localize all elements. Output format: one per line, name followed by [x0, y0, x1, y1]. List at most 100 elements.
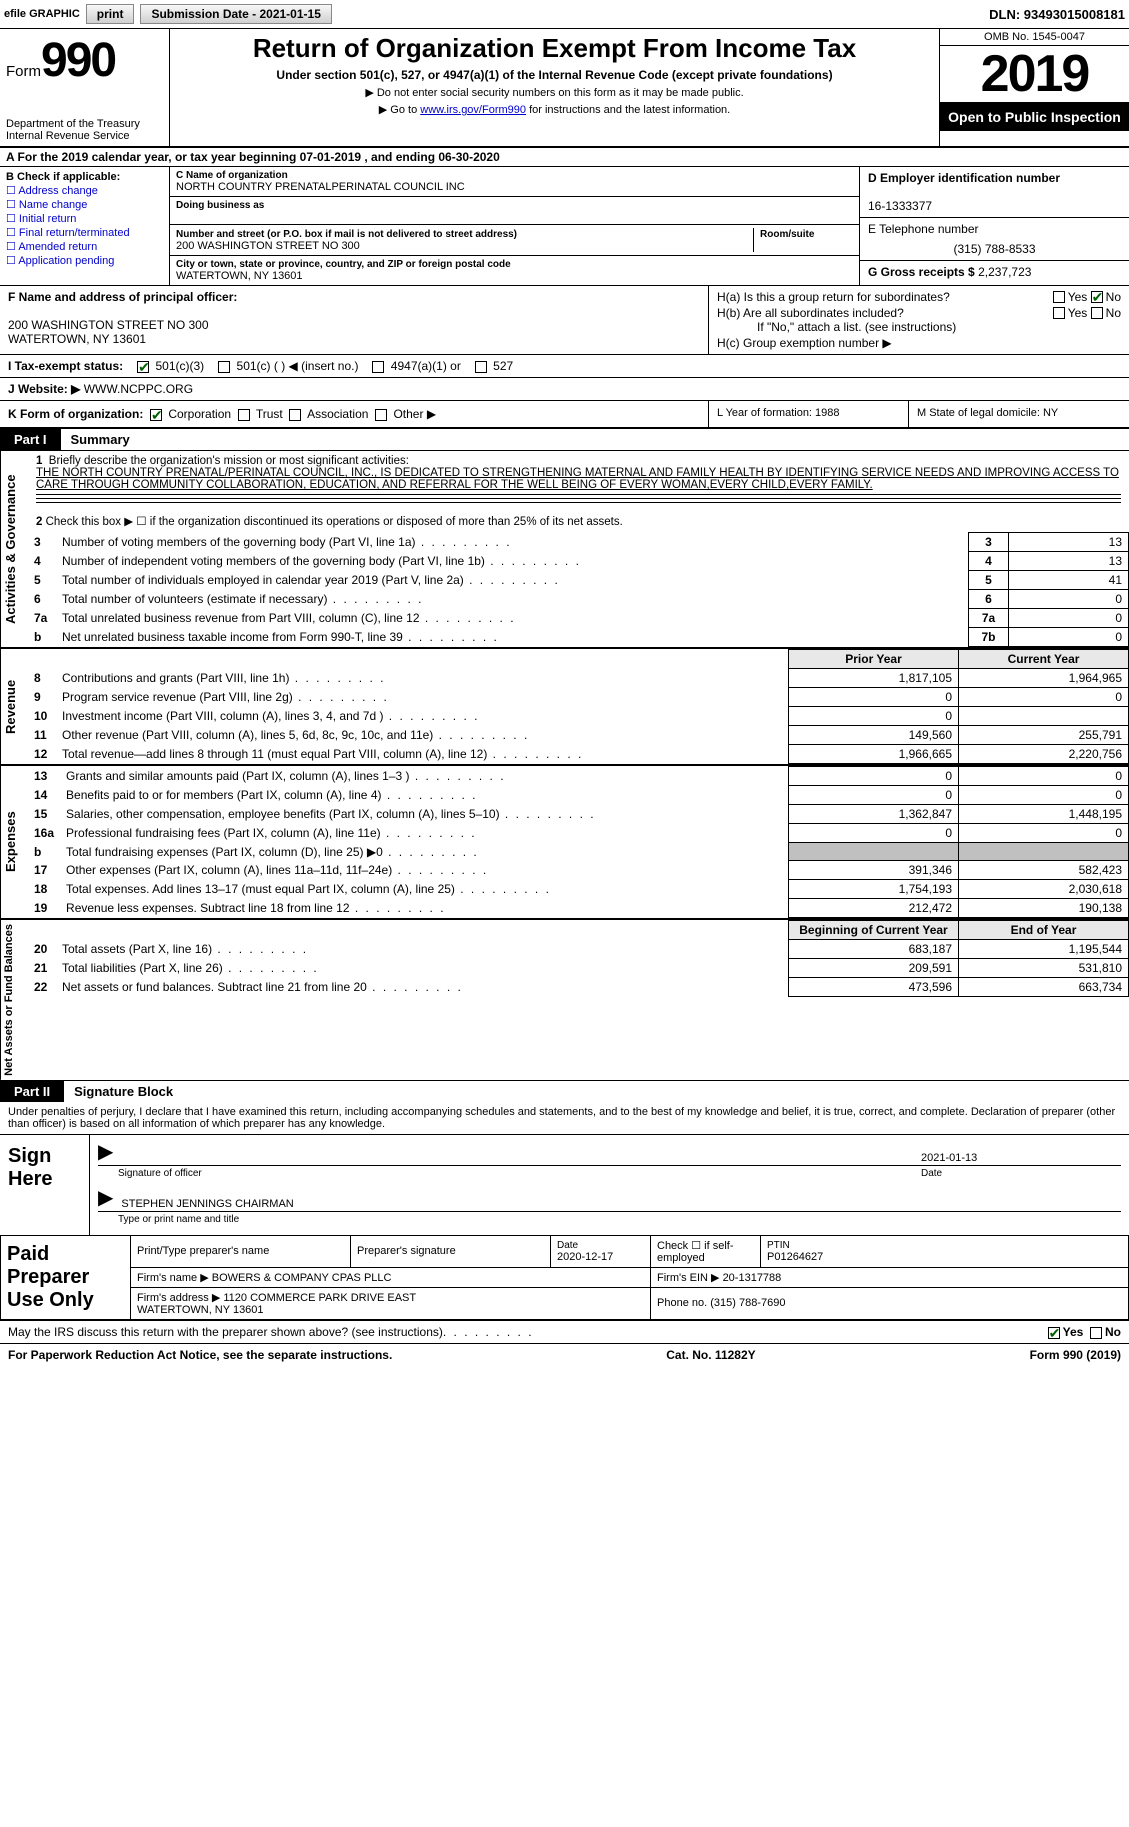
website-value: WWW.NCPPC.ORG [84, 382, 193, 396]
firm-ein: 20-1317788 [723, 1272, 782, 1284]
cb-amended-return[interactable]: ☐ Amended return [6, 240, 163, 253]
governance-table: 3Number of voting members of the governi… [28, 532, 1129, 647]
discuss-no: No [1105, 1325, 1121, 1339]
discuss-text: May the IRS discuss this return with the… [8, 1325, 443, 1339]
phone-label: E Telephone number [868, 222, 979, 236]
hdr-curr: Current Year [959, 650, 1129, 669]
box-b-header: B Check if applicable: [6, 171, 120, 183]
cb-other[interactable] [375, 409, 387, 421]
opt-527: 527 [493, 359, 513, 373]
ha-yes-cb[interactable] [1053, 291, 1065, 303]
city-label: City or town, state or province, country… [176, 259, 853, 270]
form-id: Form 990 (2019) [1030, 1348, 1121, 1362]
hdr-begin: Beginning of Current Year [789, 921, 959, 940]
hb-note: If "No," attach a list. (see instruction… [757, 320, 1121, 334]
date-cap: Date [921, 1168, 1121, 1179]
top-bar: efile GRAPHIC print Submission Date - 20… [0, 0, 1129, 29]
row-fh: F Name and address of principal officer:… [0, 286, 1129, 355]
perjury-text: Under penalties of perjury, I declare th… [0, 1102, 1129, 1134]
arrow-icon-2: ▶ [98, 1185, 113, 1210]
vlabel-activities: Activities & Governance [0, 451, 28, 647]
hb-yes-cb[interactable] [1053, 307, 1065, 319]
box-k: K Form of organization: Corporation Trus… [0, 401, 709, 427]
cb-501c3[interactable] [137, 361, 149, 373]
netassets-section: Net Assets or Fund Balances Beginning of… [0, 919, 1129, 1081]
q1-num: 1 [36, 455, 42, 467]
cb-application-pending[interactable]: ☐ Application pending [6, 254, 163, 267]
preparer-table: Paid Preparer Use Only Print/Type prepar… [0, 1235, 1129, 1320]
irs-link[interactable]: www.irs.gov/Form990 [420, 104, 526, 116]
discuss-yes-cb[interactable] [1048, 1327, 1060, 1339]
dept-label: Department of the Treasury Internal Reve… [6, 118, 163, 142]
note2-post: for instructions and the latest informat… [526, 104, 730, 116]
footer-row: For Paperwork Reduction Act Notice, see … [0, 1343, 1129, 1366]
cb-trust[interactable] [238, 409, 250, 421]
officer-name: STEPHEN JENNINGS CHAIRMAN [121, 1198, 293, 1210]
form-header: Form990 Department of the Treasury Inter… [0, 29, 1129, 148]
cb-501c[interactable] [218, 361, 230, 373]
prep-h4: Check ☐ if self-employed [651, 1235, 761, 1267]
ha-no-cb[interactable] [1091, 291, 1103, 303]
part1-header: Part I Summary [0, 429, 1129, 450]
cb-initial-return[interactable]: ☐ Initial return [6, 212, 163, 225]
efile-label: efile GRAPHIC [4, 8, 80, 20]
opt-other: Other ▶ [393, 407, 436, 421]
hb-no: No [1106, 306, 1121, 320]
website-label: J Website: ▶ [8, 382, 80, 396]
cb-address-change[interactable]: ☐ Address change [6, 184, 163, 197]
addr-value: 200 WASHINGTON STREET NO 300 [176, 240, 360, 252]
revenue-section: Revenue Prior Year Current Year 8Contrib… [0, 648, 1129, 765]
header-center: Return of Organization Exempt From Incom… [170, 29, 939, 146]
sign-here-label: Sign Here [0, 1135, 90, 1235]
hb-no-cb[interactable] [1091, 307, 1103, 319]
officer-addr2: WATERTOWN, NY 13601 [8, 332, 146, 346]
row-klm: K Form of organization: Corporation Trus… [0, 401, 1129, 429]
header-right: OMB No. 1545-0047 2019 Open to Public In… [939, 29, 1129, 146]
note2-pre: ▶ Go to [379, 104, 420, 116]
ha-label: H(a) Is this a group return for subordin… [717, 290, 1053, 304]
cb-name-change[interactable]: ☐ Name change [6, 198, 163, 211]
box-h: H(a) Is this a group return for subordin… [709, 286, 1129, 354]
form-subtitle: Under section 501(c), 527, or 4947(a)(1)… [180, 68, 929, 82]
box-f: F Name and address of principal officer:… [0, 286, 709, 354]
omb-number: OMB No. 1545-0047 [940, 29, 1129, 46]
box-f-label: F Name and address of principal officer: [8, 290, 237, 304]
part2-label: Part II [0, 1081, 64, 1102]
form-number: 990 [41, 34, 115, 87]
submission-date-button[interactable]: Submission Date - 2021-01-15 [140, 4, 331, 24]
opt-501c: 501(c) ( ) ◀ (insert no.) [237, 359, 359, 373]
discuss-no-cb[interactable] [1090, 1327, 1102, 1339]
q2-text: Check this box ▶ ☐ if the organization d… [46, 516, 623, 528]
vlabel-netassets: Net Assets or Fund Balances [0, 920, 28, 1080]
cb-assoc[interactable] [289, 409, 301, 421]
status-label: I Tax-exempt status: [8, 359, 123, 373]
ein-value: 16-1333377 [868, 199, 932, 213]
paperwork-text: For Paperwork Reduction Act Notice, see … [8, 1348, 392, 1362]
preparer-label: Paid Preparer Use Only [1, 1235, 131, 1319]
hdr-end: End of Year [959, 921, 1129, 940]
opt-4947: 4947(a)(1) or [391, 359, 461, 373]
cb-4947[interactable] [372, 361, 384, 373]
sign-here-row: Sign Here ▶ 2021-01-13 Signature of offi… [0, 1134, 1129, 1235]
box-l: L Year of formation: 1988 [709, 401, 909, 427]
gross-value: 2,237,723 [978, 265, 1031, 279]
gross-label: G Gross receipts $ [868, 265, 975, 279]
part2-header: Part II Signature Block [0, 1081, 1129, 1102]
arrow-icon: ▶ [98, 1139, 113, 1164]
print-button[interactable]: print [86, 4, 135, 24]
cb-corp[interactable] [150, 409, 162, 421]
expenses-section: Expenses 13Grants and similar amounts pa… [0, 765, 1129, 919]
cb-527[interactable] [475, 361, 487, 373]
open-public-badge: Open to Public Inspection [940, 103, 1129, 131]
officer-cap: Type or print name and title [118, 1214, 1121, 1225]
firm-ein-label: Firm's EIN ▶ [657, 1272, 720, 1284]
opt-trust: Trust [256, 407, 283, 421]
k-label: K Form of organization: [8, 407, 143, 421]
line-a-text: A For the 2019 calendar year, or tax yea… [6, 150, 500, 164]
firm-name: BOWERS & COMPANY CPAS PLLC [212, 1272, 392, 1284]
section-bcd: B Check if applicable: ☐ Address change … [0, 167, 1129, 286]
form-title: Return of Organization Exempt From Incom… [180, 33, 929, 64]
cb-final-return[interactable]: ☐ Final return/terminated [6, 226, 163, 239]
tax-year: 2019 [940, 46, 1129, 103]
box-m: M State of legal domicile: NY [909, 401, 1129, 427]
